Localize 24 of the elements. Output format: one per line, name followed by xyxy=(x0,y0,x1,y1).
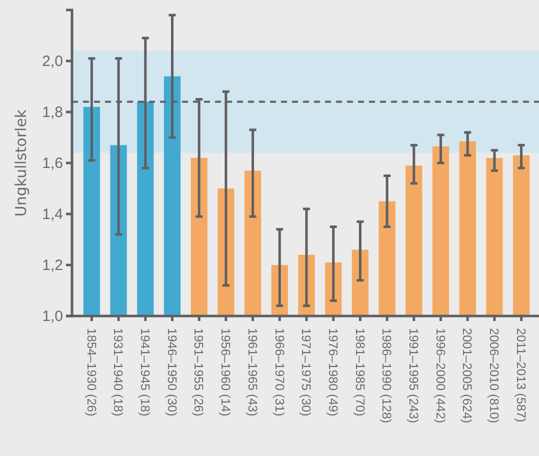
x-tick-label: 1996–2000 (442) xyxy=(433,328,448,424)
x-tick-label: 1966–1970 (31) xyxy=(272,328,286,416)
y-axis-title: Ungkullstorlek xyxy=(12,109,30,217)
x-tick-label: 1991–1995 (243) xyxy=(406,328,421,424)
x-tick-label: 1854–1930 (26) xyxy=(84,328,98,416)
x-tick-label: 2001–2005 (624) xyxy=(460,328,474,424)
y-tick-label: 1,0 xyxy=(42,308,63,325)
y-tick-label: 1,8 xyxy=(42,104,63,121)
x-tick-label: 1961–1965 (43) xyxy=(245,328,260,416)
x-tick-label: 2006–2010 (810) xyxy=(487,328,502,424)
x-tick-label: 1986–1990 (128) xyxy=(380,328,394,424)
x-tick-label: 1951–1955 (26) xyxy=(192,328,206,416)
x-tick-label: 1971–1975 (30) xyxy=(299,328,314,416)
y-tick-label: 1,4 xyxy=(42,206,63,223)
x-tick-label: 1956–1960 (14) xyxy=(218,328,233,416)
x-tick-label: 1981–1985 (70) xyxy=(352,328,367,416)
x-tick-label: 1976–1980 (49) xyxy=(326,328,340,416)
y-tick-label: 1,2 xyxy=(42,256,63,274)
x-tick-label: 1941–1945 (18) xyxy=(138,328,152,416)
x-tick-label: 2011–2013 (587) xyxy=(514,328,528,422)
y-tick-label: 2,0 xyxy=(42,52,63,70)
x-tick-label: 1946–1950 (30) xyxy=(164,328,179,416)
x-tick-label: 1931–1940 (18) xyxy=(111,328,126,416)
y-tick-label: 1,6 xyxy=(42,154,63,172)
